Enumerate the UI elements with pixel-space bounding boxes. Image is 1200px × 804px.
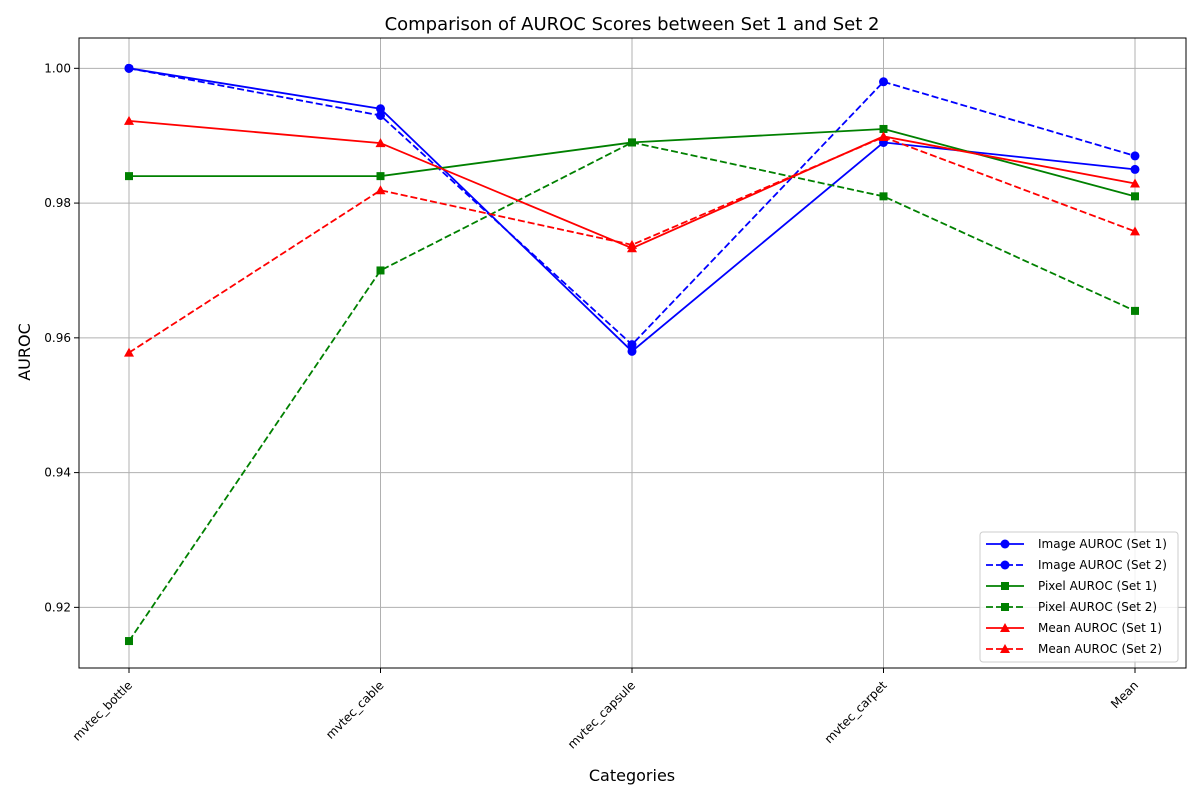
legend-marker [1001, 603, 1009, 611]
x-axis-label: Categories [589, 766, 675, 785]
data-point [879, 192, 888, 201]
x-tick-label: mvtec_bottle [70, 678, 135, 743]
data-point [125, 637, 133, 646]
data-point [376, 266, 385, 275]
x-tick-label: mvtec_carpet [822, 678, 890, 746]
legend-label: Image AUROC (Set 1) [1038, 537, 1167, 551]
data-point [125, 172, 133, 181]
legend-item: Mean AUROC (Set 1) [986, 621, 1162, 635]
y-axis-label: AUROC [15, 323, 34, 381]
data-point [627, 340, 637, 350]
data-point [879, 77, 888, 87]
data-point [124, 63, 134, 73]
legend-box [979, 531, 1179, 663]
chart-title: Comparison of AUROC Scores between Set 1… [385, 14, 880, 35]
series-group [125, 138, 1139, 646]
x-tick-label: mvtec_capsule [565, 678, 638, 751]
legend-label: Mean AUROC (Set 2) [1038, 642, 1162, 656]
legend-marker [1001, 582, 1009, 590]
legend-label: Mean AUROC (Set 1) [1038, 621, 1162, 635]
y-tick-label: 0.94 [44, 466, 71, 480]
data-point [376, 110, 385, 120]
legend-item: Mean AUROC (Set 2) [986, 642, 1162, 656]
legend-label: Image AUROC (Set 2) [1038, 558, 1167, 572]
x-axis-ticks: mvtec_bottle mvtec_cable mvtec_capsule mvte… [70, 668, 1141, 751]
y-tick-label: 0.96 [44, 331, 71, 345]
data-point [375, 185, 386, 195]
legend-item: Image AUROC (Set 1) [986, 537, 1167, 551]
legend: Image AUROC (Set 1) Image AUROC (Set 2) Pi… [979, 531, 1179, 663]
series-group [124, 63, 1140, 350]
x-tick-label: Mean [1108, 678, 1141, 711]
legend-label: Pixel AUROC (Set 1) [1038, 579, 1157, 593]
legend-item: Pixel AUROC (Set 1) [986, 579, 1157, 593]
legend-marker [1000, 644, 1010, 653]
data-point [1131, 192, 1139, 201]
data-point [627, 239, 637, 249]
legend-item: Pixel AUROC (Set 2) [986, 600, 1157, 614]
y-tick-label: 0.98 [44, 196, 71, 210]
legend-marker [1000, 560, 1010, 570]
series-group [124, 132, 1140, 357]
y-tick-label: 1.00 [44, 61, 71, 75]
data-point [124, 115, 134, 125]
x-tick-label: mvtec_cable [323, 678, 386, 741]
data-point [1131, 306, 1139, 315]
legend-item: Image AUROC (Set 2) [986, 558, 1167, 572]
y-tick-label: 0.92 [44, 600, 71, 614]
series-lines [124, 63, 1140, 646]
data-point [1130, 151, 1140, 161]
data-point [124, 347, 134, 357]
legend-label: Pixel AUROC (Set 2) [1038, 600, 1157, 614]
data-point [1130, 164, 1140, 174]
data-point [628, 138, 636, 147]
legend-marker [1000, 539, 1010, 549]
data-point [878, 132, 889, 142]
data-point [1130, 178, 1140, 188]
legend-marker [1000, 623, 1010, 632]
y-axis-ticks: 0.92 0.94 0.96 0.98 1.00 [44, 61, 79, 614]
data-point [1130, 226, 1140, 236]
data-point [375, 138, 386, 148]
data-point [627, 346, 637, 356]
data-point [376, 104, 385, 114]
data-point [376, 172, 385, 181]
data-point [879, 124, 888, 133]
